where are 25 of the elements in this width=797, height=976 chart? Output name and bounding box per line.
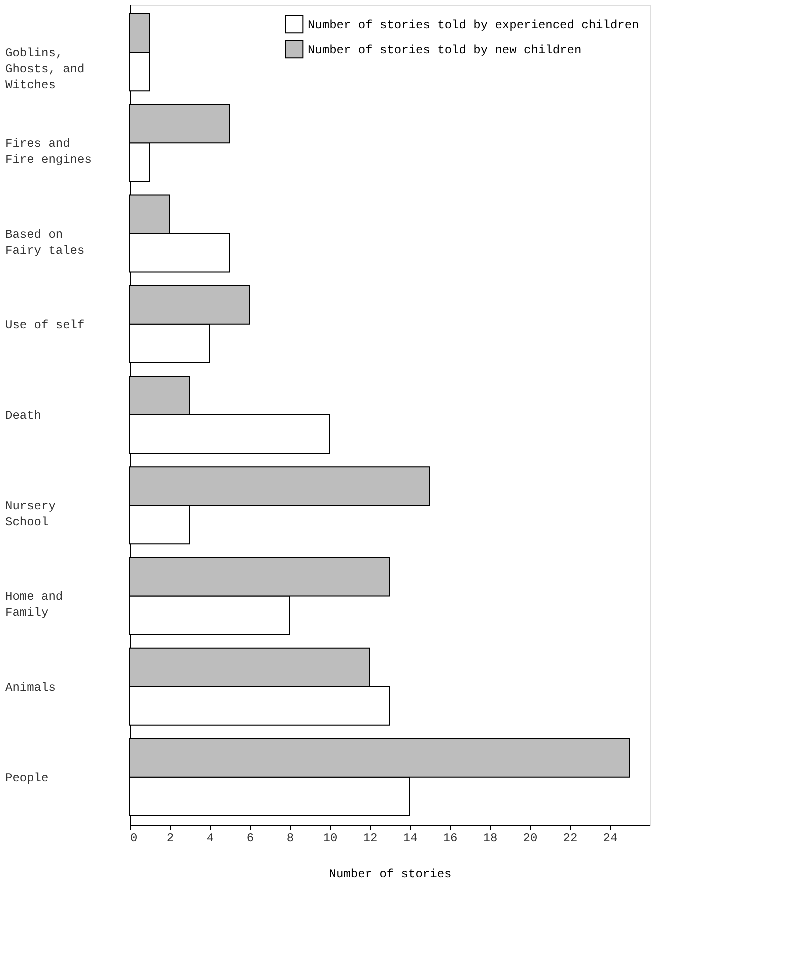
x-tick-label: 16 [443,832,458,846]
x-tick-label: 24 [603,832,618,846]
y-tick-label: People [6,771,49,786]
legend-label: Number of stories told by new children [308,44,582,58]
x-tick-label: 4 [206,832,214,846]
x-axis-title: Number of stories [329,868,452,882]
y-tick-label: Fires and Fire engines [6,137,92,168]
y-tick-label: Use of self [6,318,85,332]
x-tick-label: 2 [166,832,174,846]
y-tick-label: Nursery School [6,500,56,530]
y-tick-label: Goblins, Ghosts, and Witches [6,46,85,93]
legend-label: Number of stories told by experienced children [308,18,640,32]
x-tick-label: 20 [523,832,538,846]
x-tick-label: 12 [363,832,378,846]
x-tick-label: 8 [286,832,294,846]
y-tick-label: Based on Fairy tales [6,228,85,258]
y-tick-label: Death [6,409,42,423]
x-tick-label: 6 [246,832,254,846]
x-tick-label: 10 [323,832,338,846]
x-tick-label: 22 [563,832,578,846]
y-tick-label: Home and Family [6,590,64,620]
y-tick-label: Animals [6,680,56,695]
x-tick-label: 0 [130,832,138,846]
x-tick-label: 18 [483,832,498,846]
x-tick-label: 14 [403,832,418,846]
